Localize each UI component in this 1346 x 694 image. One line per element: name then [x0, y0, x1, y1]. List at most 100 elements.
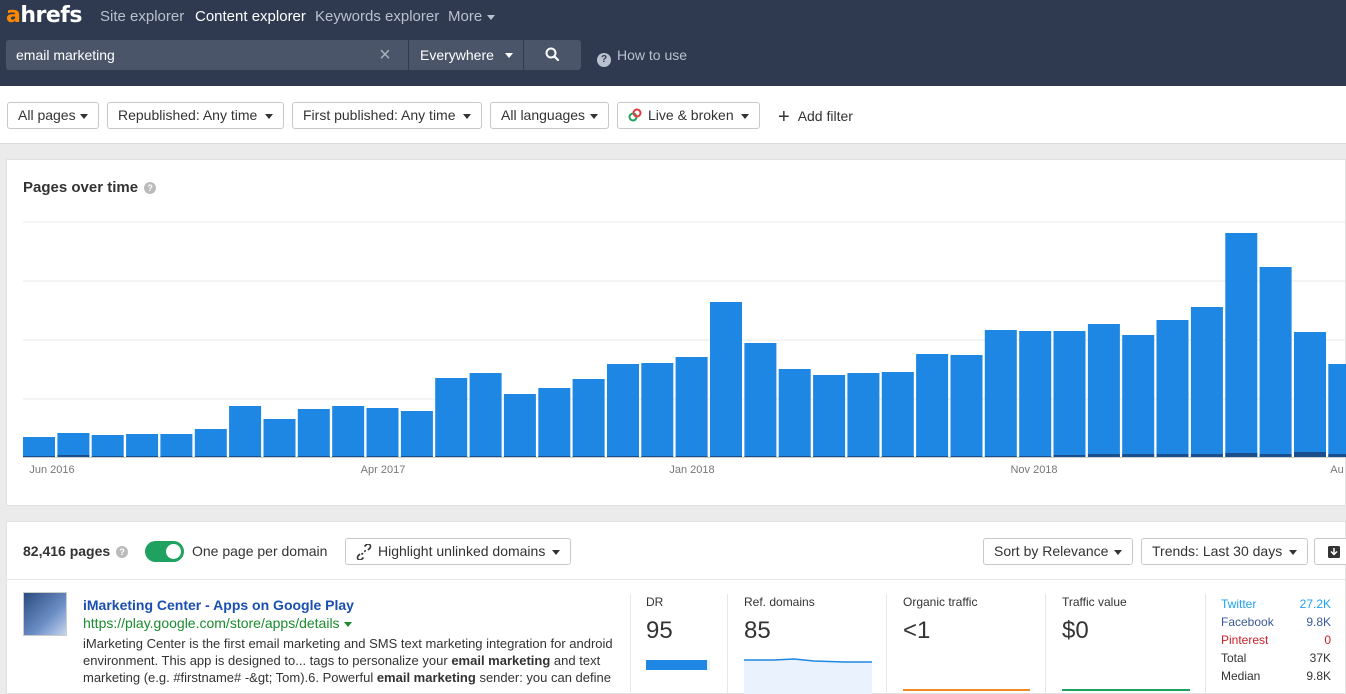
chart-bar[interactable] [126, 434, 159, 457]
chart-bar[interactable] [538, 388, 571, 457]
clear-icon[interactable]: × [379, 44, 391, 66]
chart-bar[interactable] [881, 372, 914, 457]
ahrefs-logo[interactable]: ahrefs [6, 3, 82, 28]
result-title-link[interactable]: iMarketing Center - Apps on Google Play [83, 597, 354, 613]
chart-bar[interactable] [435, 378, 468, 457]
chart-bar[interactable] [400, 411, 433, 457]
chart-bar-base [23, 456, 55, 457]
chart-bar[interactable] [91, 435, 124, 457]
chart-bar-base [263, 456, 296, 457]
filter-languages[interactable]: All languages [490, 102, 609, 129]
traffic-value-metric: Traffic value $0 [1062, 595, 1127, 645]
chart-bar-base [950, 456, 983, 457]
chart-bar[interactable] [572, 379, 605, 457]
filter-republished[interactable]: Republished: Any time [107, 102, 284, 129]
chart-bar[interactable] [469, 373, 502, 457]
chart-bar[interactable] [366, 408, 399, 457]
organic-traffic-metric: Organic traffic <1 [903, 595, 977, 645]
divider [7, 579, 1346, 580]
social-name: Total [1221, 651, 1247, 665]
chart-bar-base [1190, 454, 1223, 457]
chevron-down-icon [552, 550, 560, 555]
chart-bar[interactable] [744, 343, 777, 457]
chart-bar-base [1225, 453, 1258, 457]
chart-bar-base [1156, 454, 1189, 457]
sort-select[interactable]: Sort by Relevance [983, 538, 1133, 565]
help-icon[interactable]: ? [144, 182, 157, 194]
social-name[interactable]: Twitter [1221, 597, 1257, 611]
ref-domains-value: 85 [744, 617, 771, 644]
help-icon[interactable]: ? [116, 546, 129, 558]
chart-title: Pages over time [23, 179, 139, 196]
trends-label: Trends: Last 30 days [1152, 543, 1283, 559]
chart-bar[interactable] [1225, 233, 1258, 457]
search-input[interactable] [6, 40, 376, 70]
nav-site-explorer[interactable]: Site explorer [100, 8, 185, 25]
nav-content-explorer[interactable]: Content explorer [195, 8, 306, 25]
chart-bar[interactable] [1156, 320, 1189, 457]
nav-more-menu[interactable]: More [448, 8, 496, 25]
social-name[interactable]: Pinterest [1221, 633, 1269, 647]
filter-all-pages[interactable]: All pages [7, 102, 99, 129]
chart-bar[interactable] [607, 364, 639, 457]
chart-bar[interactable] [950, 355, 983, 457]
chart-bar[interactable] [263, 419, 296, 457]
chart-bar[interactable] [57, 433, 90, 457]
chart-bar[interactable] [332, 406, 365, 457]
trends-select[interactable]: Trends: Last 30 days [1141, 538, 1308, 565]
chevron-down-icon [1289, 550, 1297, 555]
chart-bar-base [91, 456, 124, 457]
social-name[interactable]: Facebook [1221, 615, 1274, 629]
search-button[interactable] [524, 40, 581, 70]
chart-bar[interactable] [813, 375, 846, 457]
how-to-use-link[interactable]: ? How to use [597, 47, 687, 67]
chart-bar[interactable] [503, 394, 536, 457]
filter-republished-label: Republished: Any time [118, 107, 258, 123]
chart-bar[interactable] [194, 429, 227, 457]
chevron-down-icon [590, 114, 598, 119]
chart-bar[interactable] [1190, 307, 1223, 457]
results-count: 82,416 pages [23, 543, 111, 559]
chart-bar[interactable] [23, 437, 55, 457]
result-thumbnail[interactable] [23, 592, 67, 636]
results-count-row: 82,416 pages? [23, 543, 129, 559]
chart-bar[interactable] [1019, 331, 1052, 457]
result-url-link[interactable]: https://play.google.com/store/apps/detai… [83, 615, 352, 631]
chart-bar[interactable] [641, 363, 674, 457]
export-button[interactable] [1314, 538, 1346, 565]
results-card: 82,416 pages? One page per domain Highli… [6, 521, 1346, 694]
chart-bar-base [469, 456, 502, 457]
chart-bar[interactable] [1328, 364, 1346, 457]
chart-bar[interactable] [1294, 332, 1326, 457]
pages-over-time-card: Pages over time? Jun 2016 Apr 2017 Jan 201… [6, 159, 1346, 506]
add-filter-button[interactable]: + Add filter [778, 106, 853, 129]
link-status-icon [628, 108, 642, 122]
filter-first-published[interactable]: First published: Any time [292, 102, 482, 129]
chart-bar[interactable] [778, 369, 811, 457]
chart-bar[interactable] [1087, 324, 1120, 457]
organic-traffic-label: Organic traffic [903, 595, 978, 609]
highlight-unlinked-domains-button[interactable]: Highlight unlinked domains [345, 538, 571, 565]
chart-bar-base [607, 456, 639, 457]
chart-bar[interactable] [229, 406, 262, 457]
chart-bar[interactable] [916, 354, 949, 457]
search-scope-select[interactable]: Everywhere [409, 40, 523, 70]
chart-bar-base [1328, 454, 1346, 457]
social-value: 9.8K [1306, 669, 1331, 683]
chart-bar[interactable] [1053, 331, 1086, 457]
chart-bar[interactable] [160, 434, 193, 457]
x-tick-label: Nov 2018 [1010, 464, 1057, 476]
one-page-per-domain-toggle[interactable] [145, 541, 184, 562]
chart-bar[interactable] [984, 330, 1017, 457]
chart-bar[interactable] [297, 409, 330, 457]
nav-keywords-explorer[interactable]: Keywords explorer [315, 8, 440, 25]
chart-bar[interactable] [1259, 267, 1292, 457]
chart-bar[interactable] [847, 373, 880, 457]
chart-bar[interactable] [710, 302, 742, 457]
filter-live-broken[interactable]: Live & broken [617, 102, 760, 129]
column-divider [630, 594, 631, 694]
chart-bar[interactable] [1122, 335, 1155, 457]
chevron-down-icon [1114, 550, 1122, 555]
chart-bar[interactable] [675, 357, 708, 457]
traffic-value-value: $0 [1062, 617, 1089, 644]
